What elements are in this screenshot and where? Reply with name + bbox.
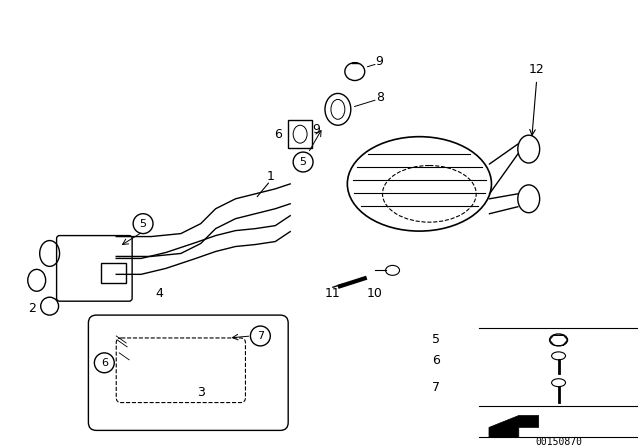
Text: 9: 9 xyxy=(312,123,320,136)
Text: 1: 1 xyxy=(266,170,274,183)
Text: 8: 8 xyxy=(376,91,383,104)
Text: 6: 6 xyxy=(275,128,282,141)
Text: 3: 3 xyxy=(196,386,205,399)
Bar xyxy=(288,120,312,148)
Text: 4: 4 xyxy=(155,287,163,300)
Text: 5: 5 xyxy=(140,219,147,228)
Bar xyxy=(101,263,126,283)
Text: 12: 12 xyxy=(529,63,545,76)
Text: 11: 11 xyxy=(325,287,340,300)
Polygon shape xyxy=(489,415,539,437)
Text: 2: 2 xyxy=(28,302,36,314)
Text: 00150870: 00150870 xyxy=(535,437,582,448)
Text: 6: 6 xyxy=(101,358,108,368)
Text: 9: 9 xyxy=(376,55,383,68)
Text: 10: 10 xyxy=(367,287,383,300)
Text: 7: 7 xyxy=(257,331,264,341)
Text: 5: 5 xyxy=(432,333,440,346)
Text: 7: 7 xyxy=(432,381,440,394)
Text: 6: 6 xyxy=(433,354,440,367)
Text: 5: 5 xyxy=(300,157,307,167)
